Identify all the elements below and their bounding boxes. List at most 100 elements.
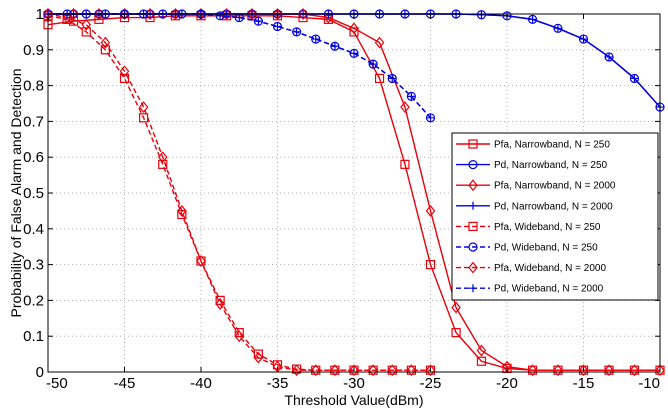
data-point-diamond [451, 301, 461, 314]
data-point-diamond [374, 36, 385, 49]
x-tick-label: -40 [190, 375, 212, 392]
data-point-diamond [349, 22, 359, 35]
data-point-square [476, 356, 487, 366]
x-tick-label: -30 [343, 375, 365, 392]
data-point-plus [273, 22, 282, 31]
data-point-plus [292, 27, 301, 36]
data-point-diamond [629, 364, 640, 377]
data-point-diamond [177, 204, 187, 217]
data-point-diamond [138, 101, 149, 114]
legend-entry-label: Pd, Narrowband, N = 250 [494, 160, 608, 171]
data-point-circle [468, 160, 478, 170]
y-axis-ticks: 0 0.1 0.2 0.3 0.4 0.5 0.6 0.7 0.8 0.9 1 [23, 6, 660, 381]
data-point-circle [468, 242, 478, 252]
legend-entry-label: Pd, Narrowband, N = 2000 [494, 201, 613, 212]
data-point-square [81, 27, 91, 37]
data-point-diamond [100, 36, 111, 49]
data-point-diamond [291, 364, 302, 377]
data-point-diamond [468, 261, 478, 274]
legend-entry-label: Pfa, Narrowband, N = 250 [494, 140, 610, 151]
data-point-square [158, 159, 168, 169]
data-point-plus [350, 49, 358, 58]
data-point-diamond [655, 364, 665, 377]
y-tick-label: 0.4 [23, 221, 44, 238]
data-point-diamond [234, 330, 245, 343]
data-point-diamond [81, 18, 92, 31]
data-point-diamond [578, 364, 589, 377]
data-point-square [234, 328, 244, 338]
data-point-diamond [468, 179, 478, 192]
legend-entry-label: Pd, Wideband, N = 250 [494, 243, 598, 254]
legend-box [451, 132, 659, 301]
y-tick-label: 0.2 [23, 292, 44, 309]
data-point-diamond [406, 364, 417, 377]
x-tick-label: -10 [638, 375, 660, 392]
data-point-diamond [330, 364, 340, 377]
data-point-plus [311, 35, 320, 44]
data-point-diamond [119, 65, 130, 78]
data-point-diamond [368, 364, 378, 377]
series-line [47, 13, 431, 371]
data-point-square [468, 221, 478, 231]
data-point-plus [579, 35, 588, 44]
y-tick-label: 0.3 [23, 257, 44, 274]
data-point-diamond [247, 8, 257, 20]
data-point-diamond [215, 298, 225, 310]
data-point-plus [407, 92, 416, 101]
x-axis-ticks: -50 -45 -40 -35 -30 -25 -20 -15 -10 [46, 14, 661, 392]
data-point-diamond [527, 364, 538, 377]
y-tick-label: 1 [36, 6, 44, 23]
y-tick-label: 0.7 [23, 113, 44, 130]
data-point-square [374, 73, 385, 84]
data-point-diamond [425, 204, 436, 217]
data-point-diamond [310, 364, 321, 377]
data-point-square [451, 328, 461, 338]
data-point-plus [630, 74, 639, 83]
data-point-diamond [553, 364, 563, 377]
data-point-diamond [425, 364, 436, 377]
data-point-plus [330, 42, 339, 51]
data-point-plus [477, 10, 486, 19]
data-point-diamond [298, 8, 308, 20]
y-tick-label: 0.6 [23, 149, 44, 166]
data-point-plus [528, 15, 537, 24]
data-point-plus [469, 201, 477, 210]
x-tick-label: -15 [573, 375, 595, 392]
data-point-diamond [221, 8, 232, 20]
data-point-plus [426, 113, 435, 122]
data-point-plus [369, 60, 378, 69]
y-tick-label: 0.1 [23, 328, 44, 345]
data-point-plus [605, 52, 614, 61]
x-tick-label: -25 [420, 375, 442, 392]
data-point-square [425, 260, 436, 270]
x-tick-label: -50 [46, 375, 68, 392]
data-point-diamond [387, 364, 398, 377]
y-tick-label: 0 [36, 364, 44, 381]
legend: Pfa, Narrowband, N = 250 Pd, Narrowband, … [451, 132, 659, 301]
data-point-plus [469, 284, 477, 293]
x-axis-label: Threshold Value(dBm) [284, 392, 423, 408]
series-group [43, 8, 436, 377]
data-point-diamond [604, 364, 614, 377]
data-point-diamond [349, 364, 359, 377]
legend-entry-label: Pfa, Wideband, N = 250 [494, 222, 601, 233]
legend-entry-label: Pfa, Wideband, N = 2000 [494, 263, 606, 274]
data-point-square [400, 159, 410, 169]
data-point-diamond [400, 101, 410, 114]
data-point-plus [254, 17, 263, 26]
x-tick-label: -45 [114, 375, 136, 392]
data-point-diamond [196, 255, 206, 267]
y-axis-label: Probability of False Alarm and Detection [8, 68, 24, 317]
data-point-diamond [157, 151, 168, 164]
x-tick-label: -20 [496, 375, 518, 392]
x-tick-label: -35 [267, 375, 289, 392]
legend-entry-label: Pfa, Narrowband, N = 2000 [494, 181, 616, 192]
y-tick-label: 0.8 [23, 78, 44, 95]
data-point-diamond [323, 11, 334, 24]
data-point-plus [388, 74, 397, 83]
data-point-diamond [253, 351, 264, 364]
y-tick-label: 0.5 [23, 185, 44, 202]
data-point-square [468, 139, 478, 149]
y-tick-label: 0.9 [23, 42, 44, 59]
